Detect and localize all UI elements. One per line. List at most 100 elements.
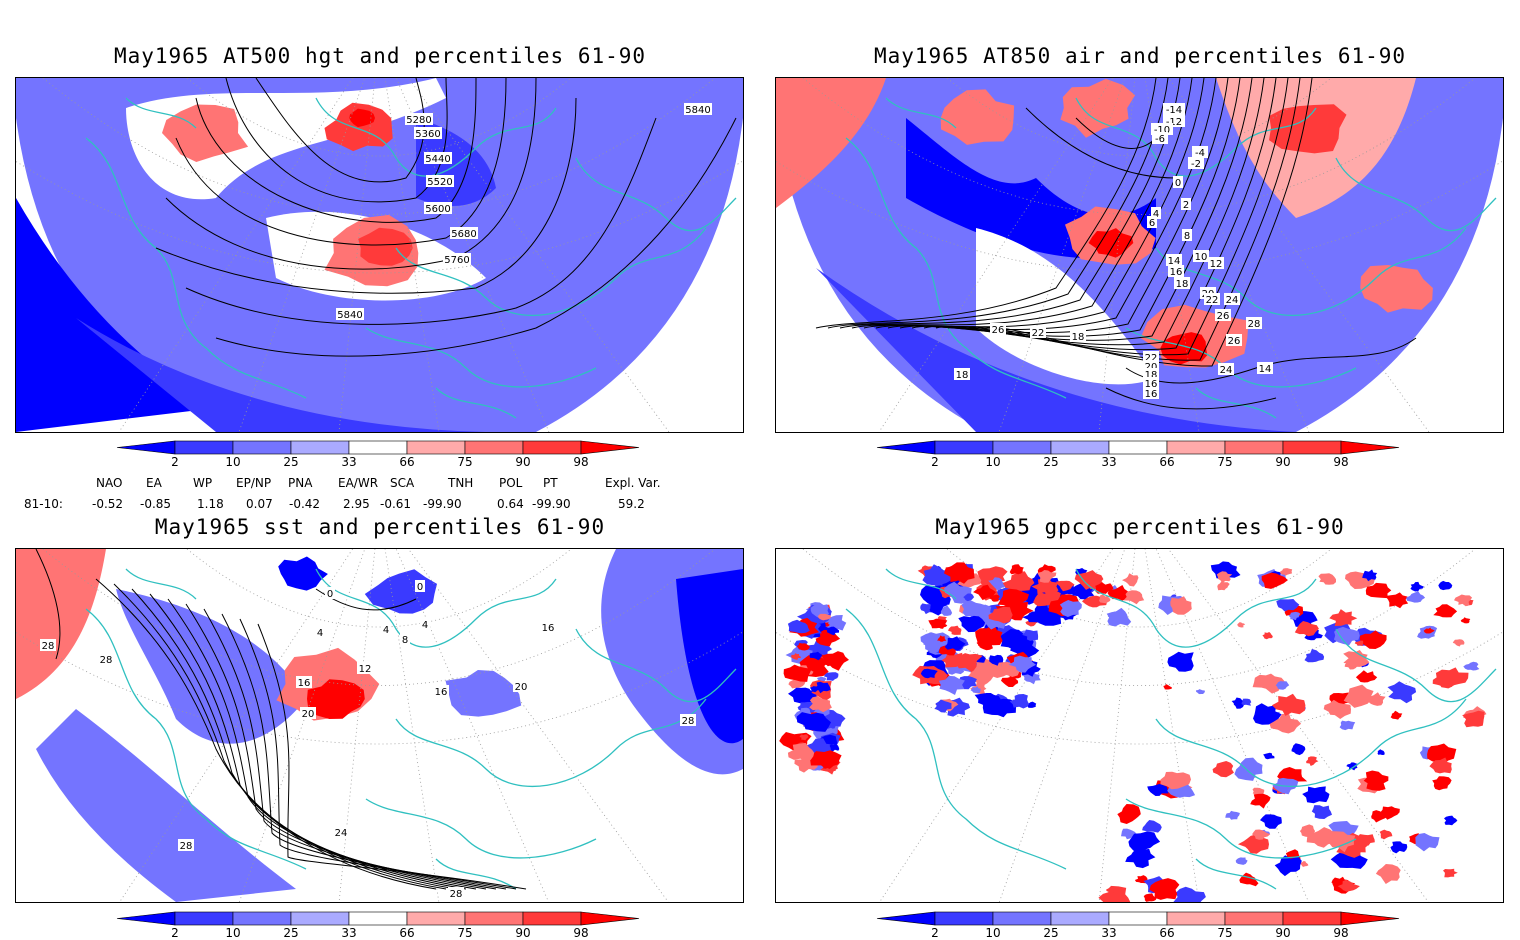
map-gpcc-precip-anomaly [1406, 591, 1426, 603]
colorbar-sst-bin [290, 911, 350, 926]
index-header: PNA [288, 476, 313, 490]
map-gpcc-precip-anomaly [1026, 701, 1037, 708]
map-hgt500-coastline [575, 157, 737, 232]
map-sst-contour-label: 0 [417, 582, 423, 593]
map-sst-contour-label-bg [325, 587, 335, 599]
map-gpcc-precip-anomaly [1037, 570, 1057, 583]
map-air850-contour-label-bg [990, 323, 1006, 335]
map-air850-shade-neutral [976, 228, 1156, 385]
map-gpcc-precip-anomaly [1462, 710, 1485, 728]
map-gpcc-precip-anomaly [1306, 756, 1319, 766]
map-air850-contour-line [1025, 107, 1177, 179]
map-air850-meridian [1167, 78, 1430, 432]
colorbar-air850-bin [1282, 440, 1342, 455]
map-sst-meridian [407, 549, 669, 902]
map-air850-contour-label: 26 [1217, 311, 1230, 322]
map-air850-contour-label-bg [1168, 265, 1184, 277]
map-air850-contour-line [1125, 337, 1417, 384]
map-gpcc-precip-anomaly [1343, 650, 1370, 667]
map-gpcc-precip-anomaly [1436, 667, 1469, 689]
colorbar-air850-bin [1050, 440, 1110, 455]
map-gpcc-precip-anomaly [970, 686, 981, 694]
map-hgt500-contour-line [225, 78, 448, 203]
map-gpcc-coastline [1125, 798, 1357, 859]
index-value: -0.85 [140, 497, 172, 511]
map-gpcc-precip-anomaly [1311, 805, 1332, 819]
map-sst-latitude-circle [16, 631, 743, 745]
map-hgt500-shade-low [76, 318, 536, 432]
map-gpcc-precip-anomaly [796, 642, 810, 651]
map-sst-contour-label-bg [381, 623, 391, 635]
map-gpcc-precip-anomaly [1107, 585, 1131, 601]
map-air850-coastline [1195, 387, 1277, 419]
colorbar-hgt500-bin [580, 440, 640, 455]
map-air850-coastline [885, 97, 957, 129]
colorbar-sst-bin [464, 911, 524, 926]
colorbar-hgt500-tick-label: 33 [341, 455, 356, 469]
index-row-label: 81-10: [24, 497, 63, 511]
map-air850-contour-label: -12 [1166, 117, 1182, 128]
map-gpcc-precip-anomaly [1142, 820, 1162, 833]
map-gpcc-precip-anomaly [1294, 621, 1319, 637]
colorbar-gpcc-tick-label: 25 [1043, 926, 1058, 940]
colorbar-gpcc-tick-label: 10 [985, 926, 1000, 940]
colorbar-gpcc: 2 10 25 33 66 75 90 98 [876, 911, 1400, 940]
map-air850-svg: -14-12-10-6-4-20246810121416182022242628… [776, 78, 1503, 432]
map-gpcc-precip-anomaly [1263, 752, 1275, 760]
map-hgt500-contour-label: 5680 [451, 229, 476, 240]
map-sst-contour-label-bg [315, 626, 325, 638]
map-gpcc-precip-anomaly [1173, 886, 1206, 902]
colorbar-hgt500-bin [290, 440, 350, 455]
map-gpcc-precip-anomaly [809, 651, 824, 661]
map-air850-contour-line [911, 78, 1253, 341]
map-air850-contour-label-bg [1163, 103, 1185, 115]
colorbar-hgt500-tick-label: 90 [515, 455, 530, 469]
map-gpcc-precip-anomaly [1143, 893, 1157, 902]
map-gpcc-precip-anomaly [1009, 694, 1029, 709]
colorbar-air850-tick-label: 66 [1159, 455, 1174, 469]
map-gpcc-precip-anomaly [920, 668, 938, 679]
map-air850-contour-label-bg [1218, 363, 1234, 375]
map-sst-shade-low [278, 556, 328, 591]
colorbar-air850-bin [1224, 440, 1284, 455]
map-hgt500-contour-line [195, 78, 477, 223]
map-gpcc-precip-anomaly [1261, 572, 1288, 589]
map-air850-contour-label-bg [1143, 377, 1159, 389]
map-sst-contour-label-bg [178, 839, 194, 851]
map-hgt500-contour-label: 5840 [685, 105, 710, 116]
map-sst-contour-label: 28 [682, 716, 695, 727]
map-air850-contour-label: 18 [956, 370, 969, 381]
map-hgt500-graticule [16, 78, 743, 432]
map-air850-contour-label: 18 [1072, 332, 1085, 343]
map-air850-contour-label: 16 [1145, 379, 1158, 390]
map-hgt500-contour-label: 5760 [444, 255, 469, 266]
map-air850-contour-label-bg [1174, 277, 1190, 289]
map-gpcc-precip-anomaly [1106, 886, 1116, 894]
map-gpcc [775, 548, 1504, 903]
map-air850-contour-label-bg [1152, 132, 1168, 144]
map-gpcc-precip-anomaly [1334, 855, 1350, 865]
map-gpcc-coastline [1155, 698, 1467, 788]
index-header: EA [146, 476, 162, 490]
map-air850-contour-label-bg [1226, 334, 1242, 346]
map-sst-contour-label: 4 [317, 628, 323, 639]
map-hgt500-contour-line [155, 97, 577, 294]
map-gpcc-precip-anomaly [1234, 757, 1263, 781]
map-gpcc-coastline [885, 568, 957, 600]
map-gpcc-precip-anomaly [783, 664, 812, 682]
colorbar-gpcc-bin [1166, 911, 1226, 926]
colorbar-air850-tick-label: 10 [985, 455, 1000, 469]
map-gpcc-precip-anomaly [1379, 829, 1393, 840]
map-sst-contour-label-bg [357, 662, 373, 674]
map-hgt500-contours [155, 78, 737, 357]
colorbar-sst-bin [348, 911, 408, 926]
map-air850-contour-label-bg [1166, 254, 1182, 266]
map-air850-contour-label: 6 [1149, 218, 1155, 229]
map-gpcc-precip-anomaly [963, 593, 975, 602]
index-value: -99.90 [423, 497, 462, 511]
colorbar-gpcc-bin [1224, 911, 1284, 926]
colorbar-sst-tick-label: 98 [573, 926, 588, 940]
index-header: POL [499, 476, 523, 490]
map-sst: 28 28 0 0 4 4 8 12 16 16 20 20 24 28 28 28 16 4 [15, 548, 744, 903]
index-value: 59.2 [618, 497, 645, 511]
